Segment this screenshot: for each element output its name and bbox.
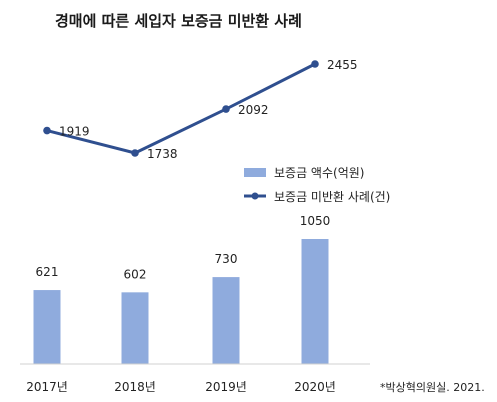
line-point-2020년 (311, 60, 319, 68)
bar-2019년 (212, 277, 240, 364)
bar-value-label: 621 (36, 265, 59, 279)
bar-value-label: 602 (124, 267, 147, 281)
line-value-label: 1919 (59, 125, 90, 139)
legend-label-line: 보증금 미반환 사례(건) (274, 190, 390, 204)
legend-swatch-marker (251, 192, 259, 200)
bar-value-label: 730 (215, 252, 238, 266)
x-tick-label: 2019년 (205, 380, 247, 394)
x-tick-label: 2018년 (114, 380, 156, 394)
x-tick-label: 2020년 (294, 380, 336, 394)
line-point-2018년 (131, 149, 139, 157)
bar-2018년 (121, 292, 149, 364)
x-tick-label: 2017년 (26, 380, 68, 394)
legend: 보증금 액수(억원) 보증금 미반환 사례(건) (244, 166, 390, 204)
line-value-label: 1738 (147, 147, 178, 161)
line-value-label: 2092 (238, 103, 269, 117)
legend-swatch-bar (244, 168, 266, 177)
bar-series: 621 602 730 1050 (33, 214, 331, 364)
line-value-label: 2455 (327, 58, 358, 72)
bar-2020년 (301, 239, 329, 364)
source-note: *박상혁의원실. 2021. (380, 381, 485, 394)
line-point-2019년 (222, 105, 230, 113)
bar-value-label: 1050 (300, 214, 331, 228)
line-point-2017년 (43, 126, 51, 135)
chart-title: 경매에 따른 세입자 보증금 미반환 사례 (55, 12, 302, 30)
x-axis-labels: 2017년 2018년 2019년 2020년 (26, 380, 336, 394)
legend-label-bar: 보증금 액수(억원) (274, 166, 364, 180)
line-series: 1919 1738 2092 2455 (43, 58, 358, 161)
line-path (46, 62, 316, 155)
bar-2017년 (33, 290, 61, 364)
